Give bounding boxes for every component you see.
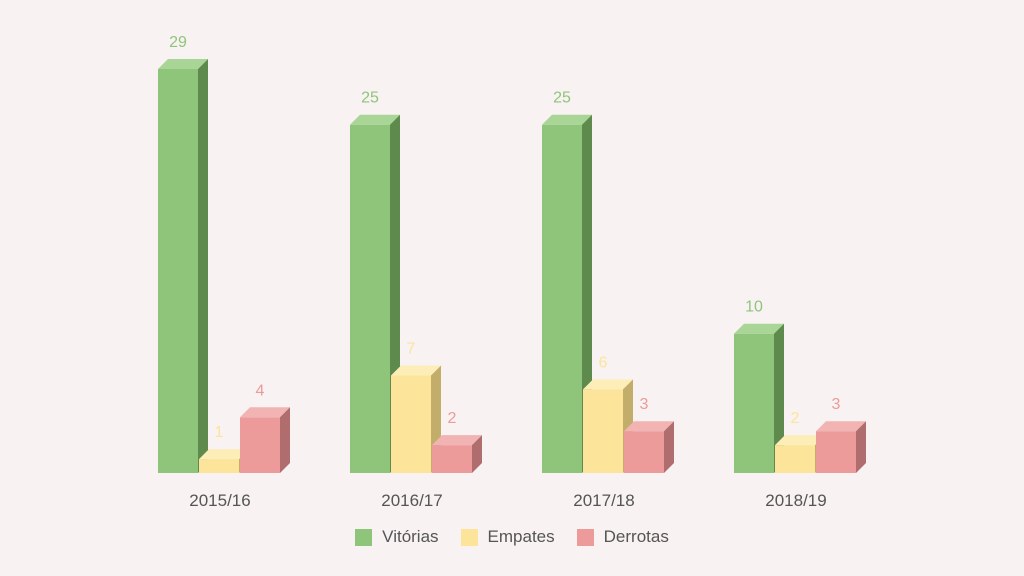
legend-item: Vitórias <box>355 527 439 547</box>
bar-group-2017-18: 25 6 3 2017/18 <box>542 90 674 510</box>
legend: Vitórias Empates Derrotas <box>0 527 1024 547</box>
x-tick-label: 2017/18 <box>573 491 634 510</box>
bar-top <box>350 114 400 125</box>
bar-side <box>856 421 866 473</box>
bar-top <box>240 407 290 418</box>
data-label: 1 <box>215 424 224 441</box>
bar-group-2018-19: 10 2 3 2018/19 <box>734 299 866 510</box>
data-label: 25 <box>553 90 571 107</box>
bar-top <box>542 114 592 125</box>
bar-front <box>775 445 815 473</box>
bar-front <box>583 389 623 473</box>
bar-front <box>734 333 774 473</box>
data-label: 2 <box>448 410 457 427</box>
bar-front <box>199 459 239 473</box>
bar-top <box>199 449 249 460</box>
bar-front <box>158 69 198 473</box>
bar <box>432 435 482 473</box>
bar-top <box>775 435 825 446</box>
bar <box>158 59 208 473</box>
data-label: 6 <box>599 354 608 371</box>
bar-front <box>350 124 390 474</box>
bar-front <box>432 445 472 473</box>
bar-side <box>774 323 784 473</box>
legend-swatch <box>576 528 594 546</box>
bar-top <box>734 323 784 334</box>
bar-front <box>240 417 280 473</box>
data-label: 4 <box>256 382 265 399</box>
bar-top <box>432 435 482 446</box>
x-tick-label: 2015/16 <box>189 491 250 510</box>
bar-front <box>391 375 431 473</box>
bar-top <box>391 365 441 376</box>
data-label: 3 <box>640 396 649 413</box>
x-tick-label: 2016/17 <box>381 491 442 510</box>
bar-side <box>664 421 674 473</box>
bar <box>240 407 290 473</box>
bar-front <box>816 431 856 473</box>
legend-item: Derrotas <box>576 527 669 547</box>
bar-top <box>158 59 208 69</box>
bar <box>542 114 592 474</box>
bar-group-2015-16: 29 1 4 2015/16 <box>158 34 290 510</box>
legend-label: Derrotas <box>603 527 669 546</box>
bar-front <box>542 124 582 474</box>
bar-group-2016-17: 25 7 2 2016/17 <box>350 90 482 510</box>
bar-side <box>280 407 290 473</box>
data-label: 29 <box>169 34 187 51</box>
bar-top <box>583 379 633 390</box>
data-label: 25 <box>361 90 379 107</box>
data-label: 3 <box>832 396 841 413</box>
bar-side <box>198 59 208 473</box>
x-tick-label: 2018/19 <box>765 491 826 510</box>
bar <box>583 379 633 473</box>
data-label: 10 <box>745 299 763 316</box>
legend-label: Vitórias <box>382 527 439 546</box>
bar <box>624 421 674 473</box>
bar-side <box>472 435 482 473</box>
data-label: 7 <box>407 340 416 357</box>
legend-swatch <box>460 528 478 546</box>
bar <box>816 421 866 473</box>
bar-top <box>816 421 866 432</box>
legend-swatch <box>355 528 373 546</box>
bar-top <box>624 421 674 432</box>
data-label: 2 <box>791 410 800 427</box>
bar <box>734 323 784 473</box>
legend-item: Empates <box>460 527 555 547</box>
bar-front <box>624 431 664 473</box>
legend-label: Empates <box>487 527 555 546</box>
